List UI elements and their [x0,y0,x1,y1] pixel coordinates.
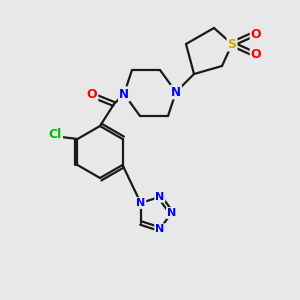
Text: Cl: Cl [49,128,62,142]
Text: S: S [227,38,236,50]
Text: O: O [87,88,97,100]
Text: N: N [119,88,129,100]
Text: O: O [251,47,261,61]
Text: N: N [155,192,164,202]
Text: N: N [171,85,181,98]
Text: O: O [251,28,261,40]
Text: N: N [119,88,129,100]
Text: N: N [136,198,146,208]
Text: N: N [155,224,164,234]
Text: N: N [167,208,176,218]
